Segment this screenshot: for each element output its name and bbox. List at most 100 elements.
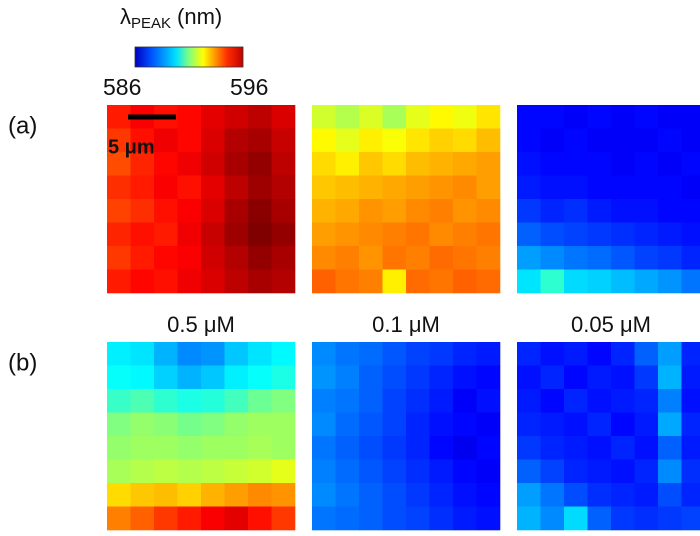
map-cell: [611, 365, 635, 390]
map-cell: [130, 459, 155, 484]
map-cell: [476, 128, 501, 153]
map-cell: [564, 459, 588, 484]
map-cell: [540, 222, 565, 247]
map-cell: [587, 222, 612, 247]
map-cell: [634, 152, 659, 176]
map-cell: [406, 389, 430, 413]
map-cell: [130, 412, 155, 437]
map-cell: [517, 269, 541, 294]
map-cell: [634, 389, 659, 413]
map-cell: [517, 459, 541, 484]
map-cell: [611, 389, 635, 413]
map-cell: [382, 199, 407, 223]
map-cell: [107, 128, 131, 153]
map-cell: [224, 483, 249, 507]
map-cell: [634, 412, 659, 437]
map-cell: [406, 342, 430, 366]
map-cell: [681, 246, 700, 270]
colorbar-max: 596: [230, 74, 268, 100]
map-cell: [540, 436, 565, 460]
map-cell: [177, 436, 202, 460]
map-cell: [107, 269, 131, 294]
map-cell: [154, 222, 178, 247]
map-cell: [476, 152, 501, 176]
map-cell: [248, 483, 272, 507]
map-cell: [564, 222, 588, 247]
map-cell: [201, 152, 225, 176]
map-cell: [177, 105, 202, 129]
map-cell: [564, 389, 588, 413]
map-cell: [658, 459, 682, 484]
map-cell: [130, 222, 155, 247]
map-cell: [540, 389, 565, 413]
map-cell: [611, 152, 635, 176]
map-cell: [107, 506, 131, 531]
map-cell: [517, 506, 541, 531]
map-cell: [540, 246, 565, 270]
map-cell: [359, 222, 383, 247]
map-cell: [248, 412, 272, 437]
map-cell: [248, 506, 272, 531]
map-cell: [177, 269, 202, 294]
map-cell: [611, 459, 635, 484]
map-cell: [201, 506, 225, 531]
map-cell: [517, 152, 541, 176]
map-cell: [201, 342, 225, 366]
map-cell: [564, 128, 588, 153]
map-cell: [517, 389, 541, 413]
map-cell: [587, 199, 612, 223]
map-cell: [564, 246, 588, 270]
map-cell: [177, 246, 202, 270]
map-cell: [611, 342, 635, 366]
map-cell: [564, 105, 588, 129]
map-cell: [359, 175, 383, 200]
map-cell: [312, 389, 336, 413]
map-cell: [359, 128, 383, 153]
map-cell: [406, 506, 430, 531]
map-cell: [382, 412, 407, 437]
map-cell: [406, 105, 430, 129]
panel-label: (b): [8, 349, 37, 376]
map-cell: [271, 175, 296, 200]
map-cell: [429, 412, 454, 437]
map-cell: [634, 105, 659, 129]
map-cell: [312, 483, 336, 507]
map-cell: [634, 483, 659, 507]
map-cell: [658, 269, 682, 294]
map-cell: [611, 128, 635, 153]
map-cell: [453, 128, 477, 153]
map-cell: [429, 199, 454, 223]
map-cell: [359, 506, 383, 531]
map-cell: [201, 222, 225, 247]
map-cell: [681, 222, 700, 247]
map-cell: [271, 459, 296, 484]
map-cell: [248, 365, 272, 390]
map-cell: [177, 412, 202, 437]
map-cell: [453, 199, 477, 223]
map-cell: [429, 365, 454, 390]
map-cell: [406, 412, 430, 437]
map-cell: [658, 152, 682, 176]
map-cell: [658, 128, 682, 153]
map-cell: [271, 222, 296, 247]
map-cell: [429, 128, 454, 153]
map-cell: [224, 246, 249, 270]
map-cell: [177, 459, 202, 484]
map-cell: [271, 269, 296, 294]
map-cell: [658, 506, 682, 531]
map-cell: [130, 152, 155, 176]
map-cell: [517, 246, 541, 270]
map-cell: [130, 342, 155, 366]
map-cell: [476, 436, 501, 460]
map-cell: [564, 152, 588, 176]
map-cell: [130, 246, 155, 270]
map-cell: [429, 483, 454, 507]
map-cell: [453, 483, 477, 507]
map-cell: [154, 459, 178, 484]
map-cell: [564, 342, 588, 366]
map-cell: [224, 222, 249, 247]
colorbar-min: 586: [103, 74, 141, 100]
map-cell: [453, 342, 477, 366]
map-cell: [564, 483, 588, 507]
map-cell: [312, 506, 336, 531]
